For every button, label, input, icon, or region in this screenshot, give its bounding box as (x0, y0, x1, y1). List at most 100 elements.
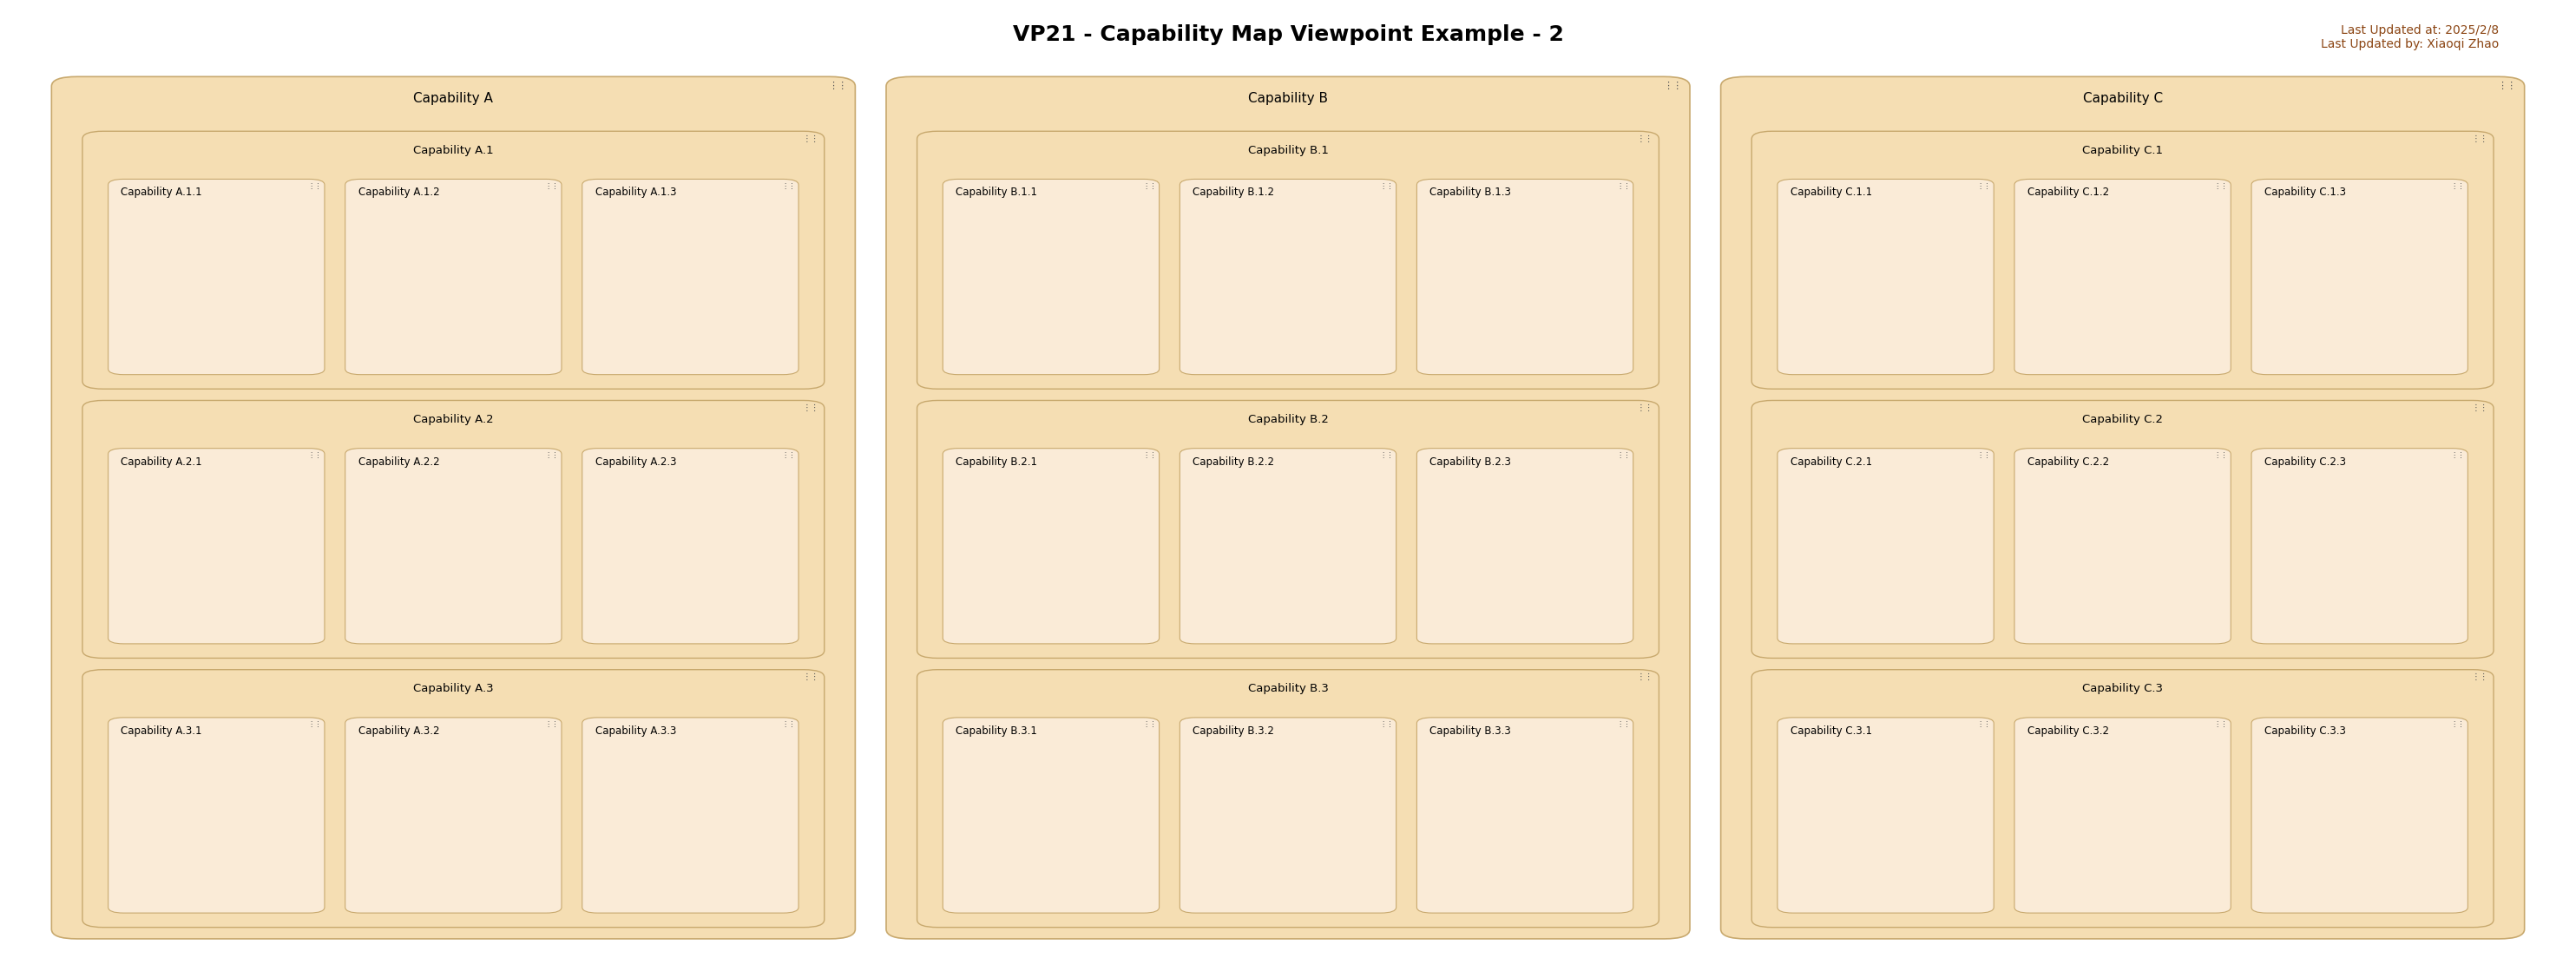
Text: Capability C.1.1: Capability C.1.1 (1790, 187, 1873, 198)
Text: VP21 - Capability Map Viewpoint Example - 2: VP21 - Capability Map Viewpoint Example … (1012, 24, 1564, 45)
FancyBboxPatch shape (1417, 179, 1633, 375)
Text: Last Updated at: 2025/2/8
Last Updated by: Xiaoqi Zhao: Last Updated at: 2025/2/8 Last Updated b… (2321, 24, 2499, 50)
FancyBboxPatch shape (2251, 448, 2468, 644)
FancyBboxPatch shape (345, 718, 562, 913)
FancyBboxPatch shape (1417, 718, 1633, 913)
Text: ⋮⋮: ⋮⋮ (1636, 134, 1654, 143)
FancyBboxPatch shape (917, 670, 1659, 927)
Text: ⋮⋮: ⋮⋮ (1976, 720, 1991, 728)
FancyBboxPatch shape (582, 718, 799, 913)
FancyBboxPatch shape (82, 131, 824, 389)
FancyBboxPatch shape (917, 131, 1659, 389)
Text: ⋮⋮: ⋮⋮ (307, 182, 322, 190)
FancyBboxPatch shape (52, 77, 855, 939)
FancyBboxPatch shape (108, 179, 325, 375)
Text: Capability B.2.3: Capability B.2.3 (1430, 456, 1512, 468)
FancyBboxPatch shape (2014, 448, 2231, 644)
Text: ⋮⋮: ⋮⋮ (307, 720, 322, 728)
Text: Capability C.1.2: Capability C.1.2 (2027, 187, 2110, 198)
Text: Capability A.3: Capability A.3 (412, 683, 495, 695)
Text: ⋮⋮: ⋮⋮ (2470, 134, 2488, 143)
Text: ⋮⋮: ⋮⋮ (1378, 720, 1394, 728)
Text: ⋮⋮: ⋮⋮ (307, 451, 322, 459)
Text: ⋮⋮: ⋮⋮ (781, 720, 796, 728)
Text: Capability C.3.1: Capability C.3.1 (1790, 725, 1873, 737)
Text: ⋮⋮: ⋮⋮ (1378, 451, 1394, 459)
Text: ⋮⋮: ⋮⋮ (544, 720, 559, 728)
Text: ⋮⋮: ⋮⋮ (801, 673, 819, 681)
Text: Capability A.2: Capability A.2 (412, 414, 495, 425)
FancyBboxPatch shape (82, 400, 824, 658)
FancyBboxPatch shape (108, 448, 325, 644)
Text: Capability C.2.1: Capability C.2.1 (1790, 456, 1873, 468)
Text: ⋮⋮: ⋮⋮ (1141, 451, 1157, 459)
FancyBboxPatch shape (1180, 448, 1396, 644)
Text: ⋮⋮: ⋮⋮ (1664, 81, 1682, 90)
Text: ⋮⋮: ⋮⋮ (2213, 451, 2228, 459)
FancyBboxPatch shape (82, 670, 824, 927)
Text: Capability A.2.1: Capability A.2.1 (121, 456, 204, 468)
FancyBboxPatch shape (2014, 179, 2231, 375)
FancyBboxPatch shape (2251, 718, 2468, 913)
Text: Capability C.1.3: Capability C.1.3 (2264, 187, 2347, 198)
Text: ⋮⋮: ⋮⋮ (2450, 182, 2465, 190)
Text: Capability B.3: Capability B.3 (1247, 683, 1329, 695)
Text: ⋮⋮: ⋮⋮ (2499, 81, 2517, 90)
Text: ⋮⋮: ⋮⋮ (1636, 403, 1654, 412)
Text: Capability B.1.1: Capability B.1.1 (956, 187, 1038, 198)
FancyBboxPatch shape (886, 77, 1690, 939)
Text: ⋮⋮: ⋮⋮ (2470, 403, 2488, 412)
Text: ⋮⋮: ⋮⋮ (2213, 720, 2228, 728)
Text: Capability B.2: Capability B.2 (1247, 414, 1329, 425)
FancyBboxPatch shape (1417, 448, 1633, 644)
Text: ⋮⋮: ⋮⋮ (1615, 182, 1631, 190)
Text: ⋮⋮: ⋮⋮ (801, 134, 819, 143)
Text: ⋮⋮: ⋮⋮ (781, 451, 796, 459)
Text: ⋮⋮: ⋮⋮ (2470, 673, 2488, 681)
FancyBboxPatch shape (2251, 179, 2468, 375)
Text: ⋮⋮: ⋮⋮ (1615, 451, 1631, 459)
FancyBboxPatch shape (1777, 179, 1994, 375)
FancyBboxPatch shape (1721, 77, 2524, 939)
Text: Capability A.1.1: Capability A.1.1 (121, 187, 204, 198)
FancyBboxPatch shape (1777, 718, 1994, 913)
FancyBboxPatch shape (345, 448, 562, 644)
FancyBboxPatch shape (582, 179, 799, 375)
Text: ⋮⋮: ⋮⋮ (1141, 182, 1157, 190)
FancyBboxPatch shape (943, 718, 1159, 913)
FancyBboxPatch shape (582, 448, 799, 644)
Text: Capability B.1.2: Capability B.1.2 (1193, 187, 1275, 198)
Text: Capability A.2.3: Capability A.2.3 (595, 456, 677, 468)
Text: Capability A.1: Capability A.1 (412, 145, 495, 156)
Text: Capability A.1.2: Capability A.1.2 (358, 187, 440, 198)
FancyBboxPatch shape (1752, 400, 2494, 658)
FancyBboxPatch shape (1752, 670, 2494, 927)
Text: Capability B.3.2: Capability B.3.2 (1193, 725, 1275, 737)
FancyBboxPatch shape (1180, 179, 1396, 375)
Text: Capability B.3.3: Capability B.3.3 (1430, 725, 1512, 737)
Text: Capability B.2.1: Capability B.2.1 (956, 456, 1038, 468)
Text: Capability B.1: Capability B.1 (1247, 145, 1329, 156)
Text: ⋮⋮: ⋮⋮ (829, 81, 848, 90)
FancyBboxPatch shape (1752, 131, 2494, 389)
Text: Capability C.2.3: Capability C.2.3 (2264, 456, 2347, 468)
FancyBboxPatch shape (108, 718, 325, 913)
FancyBboxPatch shape (943, 448, 1159, 644)
Text: ⋮⋮: ⋮⋮ (2450, 720, 2465, 728)
FancyBboxPatch shape (917, 400, 1659, 658)
FancyBboxPatch shape (1180, 718, 1396, 913)
Text: Capability A.1.3: Capability A.1.3 (595, 187, 677, 198)
Text: Capability B: Capability B (1249, 92, 1327, 104)
Text: ⋮⋮: ⋮⋮ (801, 403, 819, 412)
Text: ⋮⋮: ⋮⋮ (781, 182, 796, 190)
Text: Capability C.3.2: Capability C.3.2 (2027, 725, 2110, 737)
Text: Capability C.1: Capability C.1 (2081, 145, 2164, 156)
FancyBboxPatch shape (943, 179, 1159, 375)
Text: ⋮⋮: ⋮⋮ (544, 451, 559, 459)
Text: Capability A.3.2: Capability A.3.2 (358, 725, 440, 737)
Text: ⋮⋮: ⋮⋮ (1378, 182, 1394, 190)
Text: Capability B.2.2: Capability B.2.2 (1193, 456, 1275, 468)
FancyBboxPatch shape (345, 179, 562, 375)
Text: Capability A.3.1: Capability A.3.1 (121, 725, 204, 737)
Text: ⋮⋮: ⋮⋮ (1615, 720, 1631, 728)
